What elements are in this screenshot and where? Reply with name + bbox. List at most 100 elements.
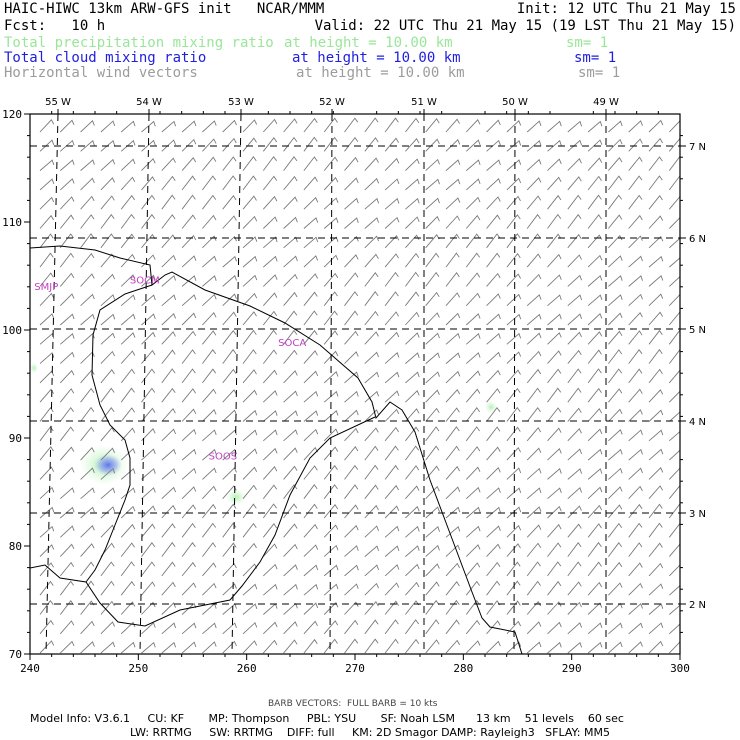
wind-barb (181, 349, 196, 364)
init-time: Init: 12 UTC Thu 21 May 15 (516, 1, 736, 17)
wind-barb (39, 407, 54, 422)
wind-barb (364, 525, 380, 538)
wind-barb (587, 561, 602, 577)
wind-barb (39, 119, 55, 133)
wind-barb (465, 292, 481, 307)
wind-barb (161, 349, 176, 364)
wind-barb (405, 117, 420, 133)
wind-barb (120, 641, 136, 654)
x-tick-label: 250 (128, 662, 148, 675)
wind-barb (425, 234, 440, 249)
wind-barb (262, 503, 277, 519)
wind-barb (628, 388, 643, 403)
wind-barb (80, 641, 95, 654)
wind-barb (100, 580, 115, 596)
field-sm-cloud: sm= 1 (574, 50, 617, 66)
wind-barb (80, 140, 95, 152)
wind-barb (263, 603, 278, 615)
wind-barb (405, 291, 420, 306)
wind-barb (466, 159, 481, 171)
wind-barb (303, 620, 318, 635)
wind-barb (323, 156, 338, 171)
wind-barb (547, 332, 562, 345)
wind-barb (405, 638, 420, 654)
field-sm-precip: sm= 1 (566, 35, 609, 51)
wind-barb (465, 619, 481, 635)
wind-barb (161, 641, 177, 654)
wind-barb (486, 543, 501, 557)
wind-barb (80, 543, 95, 557)
wind-barb (141, 407, 156, 422)
wind-barb (202, 503, 217, 519)
field-height-precip: at height = 10.00 km (284, 35, 453, 51)
wind-barb (242, 119, 258, 133)
wind-barb (425, 445, 440, 461)
wind-barb (405, 426, 420, 442)
wind-barb (141, 487, 156, 500)
wind-barb (141, 120, 156, 133)
wind-barb (648, 485, 663, 499)
wind-barb (648, 467, 664, 480)
wind-barb (526, 140, 542, 152)
wind-barb (587, 139, 603, 152)
wind-barb (526, 427, 542, 442)
field-name-precip: Total precipitation mixing ratio (4, 35, 274, 51)
wind-barb (526, 506, 542, 519)
station-smjp: SMJP (34, 282, 58, 293)
wind-barb (100, 350, 116, 364)
wind-barb (587, 523, 602, 538)
wind-barb (283, 639, 298, 654)
wind-barb (648, 389, 664, 403)
wind-barb (608, 368, 623, 384)
wind-barb (141, 313, 156, 326)
wind-barb (141, 468, 156, 480)
wind-barb (466, 178, 481, 191)
wind-barb (222, 622, 237, 635)
wind-barb (526, 273, 542, 287)
wind-barb (242, 484, 257, 499)
wind-barb (567, 158, 582, 171)
wind-barb (344, 484, 359, 499)
wind-barb (242, 215, 258, 229)
wind-barb (100, 253, 115, 268)
wind-barb (628, 409, 643, 422)
wind-barb (384, 464, 399, 480)
wind-barb (465, 544, 481, 557)
wind-barb (668, 120, 680, 133)
wind-barb (202, 194, 217, 210)
wind-barb (262, 466, 278, 480)
wind-barb (80, 120, 95, 133)
wind-barb (161, 157, 176, 171)
wind-barb (486, 196, 501, 210)
wind-barb (141, 601, 156, 615)
wind-barb (100, 332, 116, 345)
wind-barb (283, 429, 298, 442)
coastline-west (85, 284, 153, 583)
wind-barb (242, 175, 257, 191)
wind-barb (283, 175, 298, 191)
wind-barb (587, 331, 603, 345)
wind-barb (526, 641, 542, 654)
wind-barb (526, 467, 542, 480)
wind-barb (222, 467, 237, 480)
wind-barb (506, 447, 521, 461)
wind-barb (39, 178, 55, 191)
wind-barb (567, 468, 583, 480)
wind-barb (202, 542, 217, 557)
wind-barb (648, 503, 663, 519)
x-tick-label: 290 (562, 662, 582, 675)
wind-barb (60, 139, 75, 152)
wind-barb (628, 448, 643, 461)
wind-barb (141, 368, 156, 384)
wind-barb (242, 522, 257, 538)
wind-barb (587, 504, 603, 519)
wind-barb (547, 158, 562, 171)
wind-barb (587, 641, 603, 654)
wind-barb (323, 310, 338, 326)
wind-barb (181, 582, 197, 596)
wind-barb (100, 369, 115, 384)
wind-barb (668, 329, 680, 345)
wind-barb (608, 330, 623, 345)
lon-gridline (329, 114, 333, 654)
wind-barb (587, 254, 603, 268)
